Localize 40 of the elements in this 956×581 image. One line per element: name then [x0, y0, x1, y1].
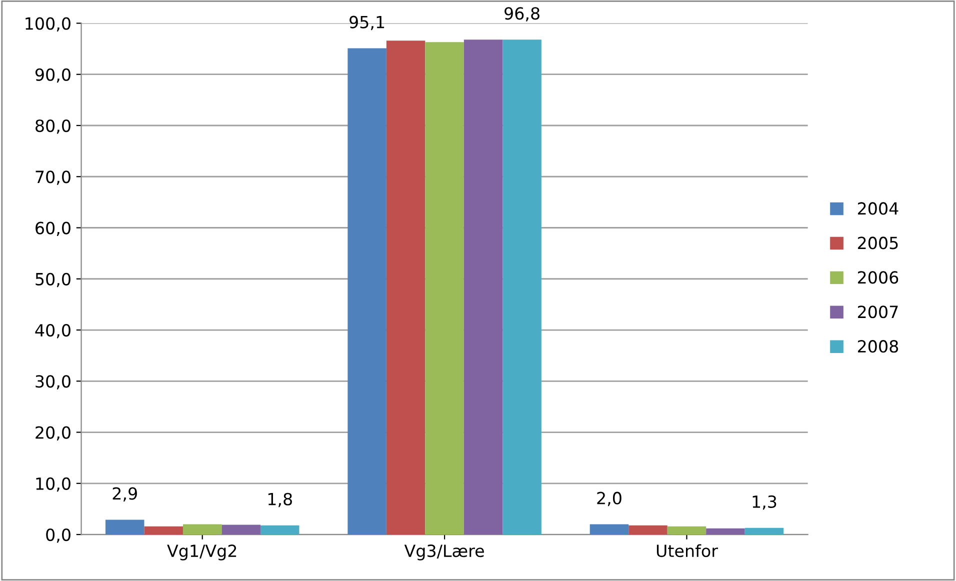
y-tick-label: 30,0 — [36, 375, 70, 390]
bar — [667, 526, 706, 535]
bar — [182, 524, 222, 535]
bar — [260, 525, 300, 535]
bar — [144, 526, 183, 535]
y-tick-label: 40,0 — [35, 324, 70, 338]
bar — [425, 42, 464, 535]
bar — [386, 40, 426, 535]
y-tick-label: 70,0 — [36, 170, 70, 185]
bar — [502, 40, 542, 535]
y-tick-label: 90,0 — [35, 68, 70, 83]
data-label: 96,8 — [504, 7, 540, 22]
legend-label: 2006 — [858, 271, 898, 284]
bar — [744, 528, 784, 535]
data-label: 1,3 — [752, 495, 776, 510]
y-tick-label: 50,0 — [36, 272, 70, 288]
bar — [105, 520, 144, 535]
x-tick-label: Vg3/Lære — [404, 544, 484, 560]
y-tick-label: 0,0 — [46, 528, 70, 543]
bar — [348, 48, 386, 535]
bar — [706, 528, 745, 535]
x-tick-label: Utenfor — [656, 544, 718, 558]
bar — [464, 40, 503, 535]
y-tick-label: 80,0 — [36, 119, 70, 134]
x-tick-label: Vg1/Vg2 — [167, 544, 236, 560]
y-tick-label: 20,0 — [36, 426, 70, 441]
bar — [590, 524, 629, 535]
data-label: 1,8 — [268, 492, 292, 508]
y-tick-label: 60,0 — [36, 222, 70, 236]
legend-label: 2004 — [858, 202, 898, 215]
bar — [222, 524, 260, 535]
data-label: 2,0 — [597, 492, 622, 506]
legend-label: 2007 — [858, 306, 898, 318]
legend-label: 2008 — [858, 340, 898, 353]
data-label: 95,1 — [350, 16, 384, 30]
y-tick-label: 10,0 — [36, 477, 70, 492]
data-label: 2,9 — [112, 487, 137, 502]
legend-label: 2005 — [858, 236, 898, 250]
y-tick-label: 100,0 — [26, 17, 70, 32]
bar — [628, 525, 668, 535]
